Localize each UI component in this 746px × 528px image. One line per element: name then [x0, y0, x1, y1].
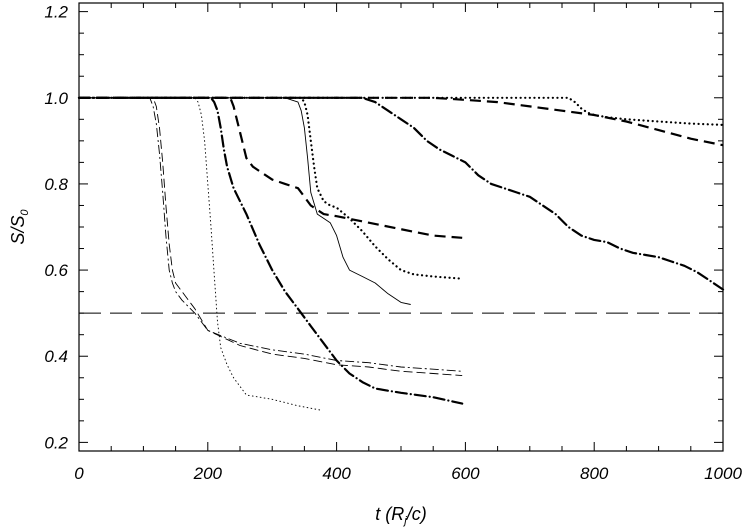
x-tick-label: 1000: [704, 464, 742, 483]
tick-labels-layer: 0 200 400 600 800 1000 0.2 0.4 0.6 0.8 1.0 1.2: [44, 3, 742, 483]
y-tick-label: 1.2: [44, 3, 68, 22]
series-line-10: [77, 96, 725, 127]
y-tick-label: 0.2: [44, 433, 68, 452]
x-tick-label: 600: [451, 464, 480, 483]
y-axis-title-prefix: S/S: [8, 216, 28, 245]
x-tick-label: 0: [74, 464, 84, 483]
series-line-1: [79, 97, 463, 372]
series-line-2: [79, 97, 463, 377]
y-tick-label: 0.6: [44, 261, 68, 280]
x-tick-label: 200: [193, 464, 223, 483]
plot-frame: [78, 2, 724, 452]
series-line-9: [79, 96, 724, 147]
x-axis-title-prefix: t (R: [375, 504, 404, 524]
x-axis-title: t (Rj/c): [375, 504, 426, 527]
y-tick-label: 0.4: [44, 347, 68, 366]
x-tick-label: 400: [322, 464, 351, 483]
series-line-6: [79, 97, 411, 305]
y-axis-title: S/S0: [8, 209, 31, 245]
series-layer: [77, 96, 725, 411]
x-tick-label: 800: [580, 464, 609, 483]
x-axis-title-sub: j: [402, 515, 407, 527]
series-line-4: [77, 96, 464, 405]
y-tick-label: 1.0: [44, 89, 68, 108]
series-line-5: [79, 96, 463, 239]
x-axis-title-suffix: /c): [405, 504, 427, 524]
series-line-8: [77, 96, 725, 291]
y-tick-label: 0.8: [44, 175, 68, 194]
ticks-layer: [78, 3, 724, 451]
series-line-3: [79, 97, 321, 411]
y-axis-title-sub: 0: [19, 209, 31, 216]
series-line-7: [77, 96, 464, 280]
